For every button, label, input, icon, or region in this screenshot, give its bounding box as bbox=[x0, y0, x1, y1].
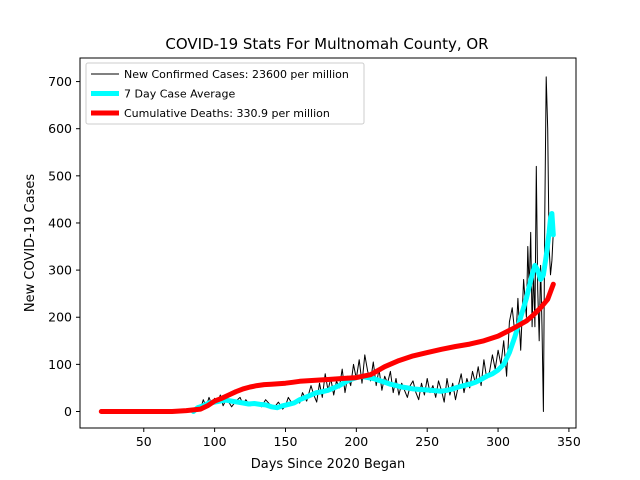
y-tick-label: 400 bbox=[48, 215, 72, 230]
x-axis-label: Days Since 2020 Began bbox=[251, 457, 406, 472]
x-tick-label: 250 bbox=[415, 434, 439, 449]
x-tick-label: 300 bbox=[486, 434, 510, 449]
plot-area bbox=[98, 76, 556, 414]
y-tick-label: 600 bbox=[48, 121, 72, 136]
series-line-3 bbox=[98, 281, 556, 414]
y-axis: 0 100 200 300 400 500 600 700 bbox=[48, 74, 80, 419]
x-axis: 50 100 150 200 250 300 350 bbox=[136, 428, 581, 449]
plot-frame bbox=[79, 57, 577, 429]
legend-label-1: New Confirmed Cases: 23600 per million bbox=[124, 68, 349, 81]
legend-box bbox=[85, 62, 365, 125]
x-tick-label: 200 bbox=[344, 434, 368, 449]
series-line-2 bbox=[190, 211, 556, 414]
x-tick-label: 150 bbox=[274, 434, 298, 449]
y-tick-label: 0 bbox=[64, 404, 72, 419]
y-tick-label: 500 bbox=[48, 168, 72, 183]
y-tick-label: 300 bbox=[48, 263, 72, 278]
x-tick-label: 350 bbox=[557, 434, 581, 449]
x-tick-label: 100 bbox=[203, 434, 227, 449]
y-tick-label: 100 bbox=[48, 357, 72, 372]
legend-label-2: 7 Day Case Average bbox=[124, 88, 236, 101]
legend: New Confirmed Cases: 23600 per million 7 … bbox=[85, 62, 365, 125]
legend-label-3: Cumulative Deaths: 330.9 per million bbox=[124, 107, 330, 120]
x-tick-label: 50 bbox=[136, 434, 152, 449]
chart-title: COVID-19 Stats For Multnomah County, OR bbox=[165, 35, 488, 53]
y-tick-label: 200 bbox=[48, 310, 72, 325]
y-tick-label: 700 bbox=[48, 74, 72, 89]
y-axis-label: New COVID-19 Cases bbox=[23, 174, 38, 312]
